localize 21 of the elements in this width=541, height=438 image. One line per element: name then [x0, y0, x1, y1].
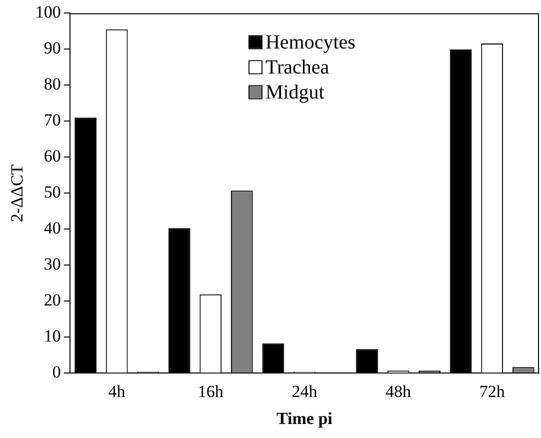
x-tick-label: 24h	[292, 382, 318, 401]
x-tick-label: 4h	[108, 382, 126, 401]
y-axis-title: 2-ΔΔCT	[8, 164, 27, 222]
y-tick-label: 60	[44, 146, 61, 166]
x-tick-label: 72h	[479, 382, 506, 401]
legend-label: Trachea	[265, 56, 330, 78]
legend-label: Midgut	[265, 81, 325, 104]
y-tick-label: 20	[44, 290, 61, 310]
y-tick-label: 40	[44, 218, 61, 238]
x-tick-label: 16h	[198, 382, 224, 401]
legend-label: Hemocytes	[265, 31, 356, 54]
y-tick-label: 10	[44, 326, 61, 346]
x-tick-label: 48h	[386, 382, 412, 401]
y-tick-label: 90	[44, 38, 61, 58]
y-tick-label: 100	[35, 2, 61, 22]
y-tick-label: 30	[44, 254, 61, 274]
x-axis-title: Time pi	[276, 409, 333, 428]
y-tick-label: 70	[44, 110, 61, 130]
y-tick-label: 0	[52, 362, 61, 382]
y-tick-label: 80	[44, 74, 61, 94]
y-tick-label: 50	[44, 182, 61, 202]
